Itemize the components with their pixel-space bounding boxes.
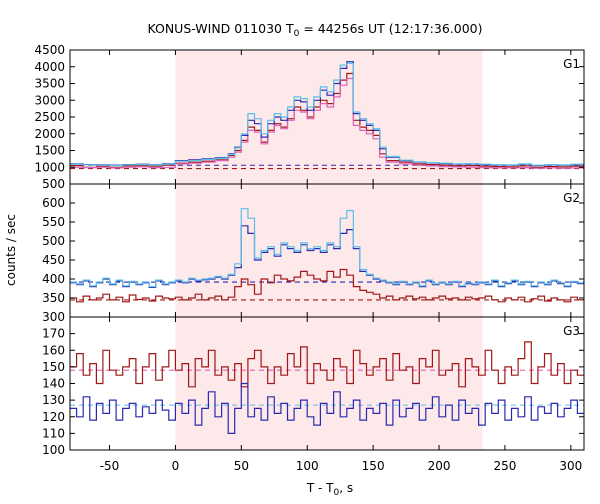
x-tick-label: 150 <box>362 459 385 473</box>
y-tick-label: 170 <box>42 327 65 341</box>
x-tick-label: 250 <box>493 459 516 473</box>
y-tick-label: 1500 <box>34 144 65 158</box>
y-tick-label: 4500 <box>34 43 65 57</box>
shaded-interval <box>175 50 483 184</box>
panel-g3: 100 110 120 130 140 150 160 170 G3 <box>42 316 585 457</box>
y-tick-label: 3500 <box>34 77 65 91</box>
y-tick-label: 4000 <box>34 60 65 74</box>
series-line-1 <box>70 72 584 168</box>
series-line-4 <box>70 62 584 167</box>
shaded-interval <box>175 317 483 450</box>
x-axis-label: T - T0, s <box>306 481 353 498</box>
x-tick-label: -50 <box>100 459 120 473</box>
panel-label: G1 <box>563 57 580 71</box>
y-tick-label: 500 <box>42 234 65 248</box>
y-tick-label: 120 <box>42 410 65 424</box>
y-tick-label: 100 <box>42 443 65 457</box>
y-tick-label: 130 <box>42 393 65 407</box>
y-tick-label: 2500 <box>34 110 65 124</box>
panel-label: G3 <box>563 324 580 338</box>
y-tick-label: 350 <box>42 291 65 305</box>
panel-g1: 500 1000 1500 2000 2500 3000 3500 4000 4500 G1 <box>34 43 585 191</box>
x-tick-label: 0 <box>172 459 180 473</box>
series-line-2 <box>70 382 584 434</box>
chart-title: KONUS-WIND 011030 T0 = 44256s UT (12:17:… <box>147 21 482 39</box>
y-tick-label: 160 <box>42 343 65 357</box>
y-tick-label: 150 <box>42 360 65 374</box>
series-line-3 <box>70 208 584 288</box>
x-tick-label: 200 <box>428 459 451 473</box>
y-tick-label: 140 <box>42 377 65 391</box>
y-tick-label: 110 <box>42 426 65 440</box>
y-tick-label: 300 <box>42 310 65 324</box>
y-tick-label: 1000 <box>34 160 65 174</box>
series-line-1 <box>70 341 584 388</box>
panel-g2: 300 350 400 450 500 550 600 G2 <box>42 183 585 324</box>
panel-label: G2 <box>563 191 580 205</box>
y-tick-label: 600 <box>42 196 65 210</box>
x-tick-label: 50 <box>234 459 249 473</box>
x-tick-label: 300 <box>559 459 582 473</box>
y-tick-label: 550 <box>42 215 65 229</box>
y-tick-label: 450 <box>42 253 65 267</box>
y-tick-label: 2000 <box>34 127 65 141</box>
shaded-interval <box>175 184 483 317</box>
series-line-1 <box>70 268 584 303</box>
panels: 50010001500200025003000350040004500G1300… <box>34 43 585 473</box>
y-tick-label: 400 <box>42 272 65 286</box>
y-tick-label: 3000 <box>34 93 65 107</box>
y-tick-label: 500 <box>42 177 65 191</box>
x-tick-label: 100 <box>296 459 319 473</box>
y-axis-label: counts / sec <box>4 214 18 286</box>
